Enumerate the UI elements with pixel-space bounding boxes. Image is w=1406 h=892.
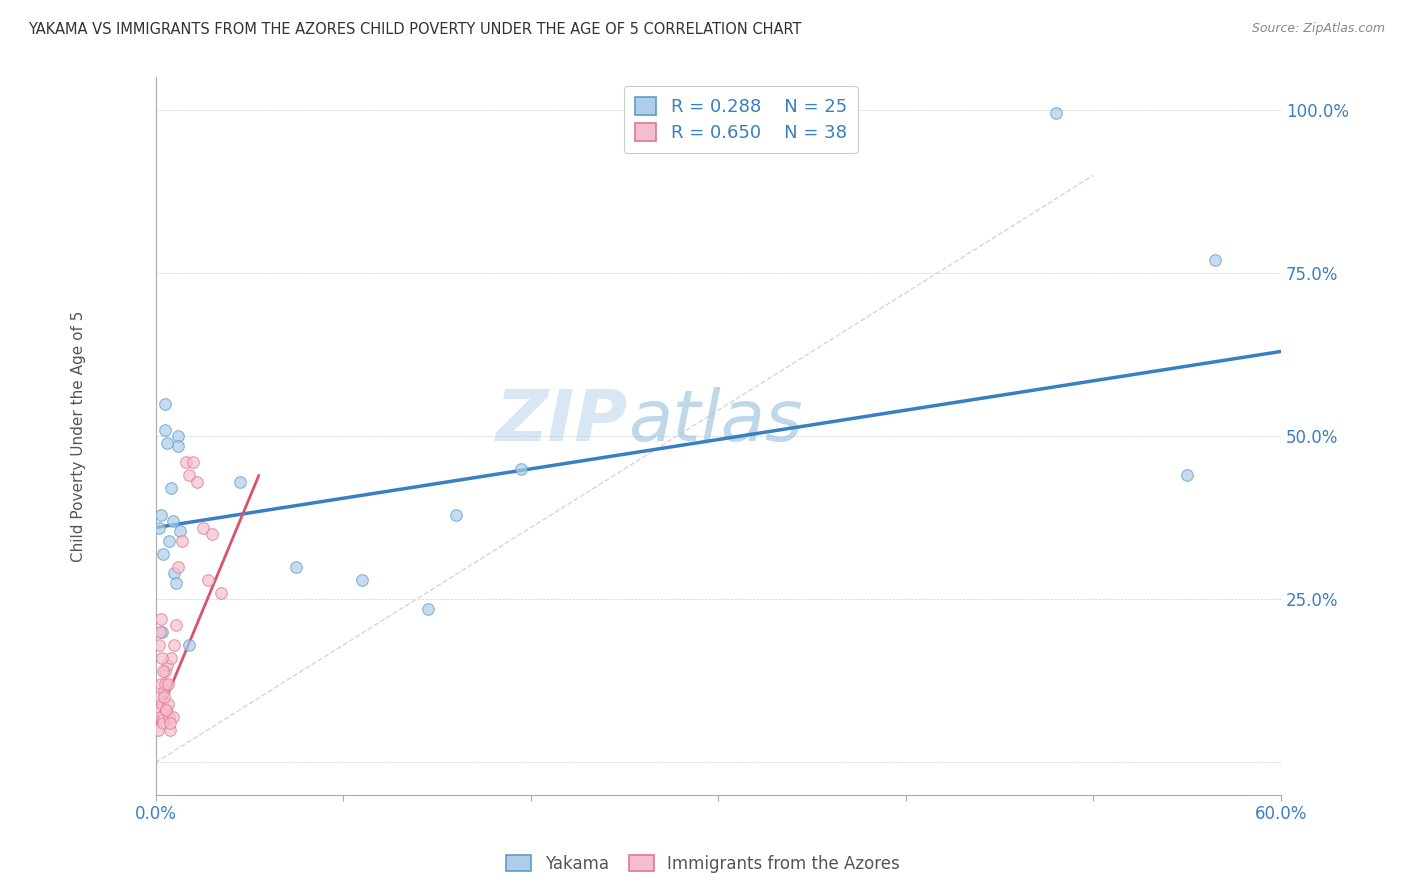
Point	[157, 533, 180, 548]
Point	[148, 520, 170, 534]
Legend: R = 0.288    N = 25, R = 0.650    N = 38: R = 0.288 N = 25, R = 0.650 N = 38	[624, 87, 858, 153]
Point	[1204, 253, 1226, 268]
Point	[167, 559, 190, 574]
Point	[148, 638, 170, 652]
Point	[156, 435, 179, 450]
Point	[169, 524, 191, 538]
Point	[152, 716, 174, 731]
Point	[167, 429, 190, 443]
Point	[162, 710, 184, 724]
Point	[150, 624, 173, 639]
Text: atlas: atlas	[628, 387, 803, 457]
Point	[186, 475, 208, 489]
Text: ZIP: ZIP	[496, 387, 628, 457]
Point	[153, 690, 176, 705]
Point	[179, 468, 201, 483]
Point	[197, 573, 219, 587]
Point	[350, 573, 373, 587]
Point	[1175, 468, 1198, 483]
Point	[157, 710, 180, 724]
Point	[416, 602, 439, 616]
Point	[153, 664, 176, 678]
Point	[163, 638, 186, 652]
Point	[156, 677, 179, 691]
Point	[152, 547, 174, 561]
Point	[181, 455, 204, 469]
Point	[191, 520, 214, 534]
Point	[150, 677, 173, 691]
Point	[165, 576, 187, 591]
Point	[510, 462, 533, 476]
Point	[150, 651, 173, 665]
Point	[165, 618, 187, 632]
Point	[152, 664, 174, 678]
Point	[153, 397, 176, 411]
Point	[149, 710, 172, 724]
Point	[174, 455, 197, 469]
Y-axis label: Child Poverty Under the Age of 5: Child Poverty Under the Age of 5	[72, 310, 86, 562]
Point	[153, 677, 176, 691]
Text: YAKAMA VS IMMIGRANTS FROM THE AZORES CHILD POVERTY UNDER THE AGE OF 5 CORRELATIO: YAKAMA VS IMMIGRANTS FROM THE AZORES CHI…	[28, 22, 801, 37]
Point	[150, 697, 173, 711]
Text: Source: ZipAtlas.com: Source: ZipAtlas.com	[1251, 22, 1385, 36]
Point	[159, 651, 181, 665]
Point	[156, 657, 179, 672]
Point	[163, 566, 186, 581]
Point	[162, 514, 184, 528]
Point	[159, 716, 181, 731]
Point	[159, 482, 181, 496]
Point	[285, 559, 308, 574]
Point	[179, 638, 201, 652]
Point	[148, 723, 170, 737]
Point	[201, 527, 224, 541]
Point	[153, 423, 176, 437]
Legend: Yakama, Immigrants from the Azores: Yakama, Immigrants from the Azores	[499, 848, 907, 880]
Point	[148, 690, 170, 705]
Point	[155, 703, 177, 717]
Point	[444, 508, 467, 522]
Point	[156, 697, 179, 711]
Point	[1045, 106, 1067, 120]
Point	[229, 475, 252, 489]
Point	[159, 723, 181, 737]
Point	[149, 624, 172, 639]
Point	[167, 439, 190, 453]
Point	[150, 508, 173, 522]
Point	[153, 683, 176, 698]
Point	[170, 533, 193, 548]
Point	[155, 703, 177, 717]
Point	[209, 586, 232, 600]
Point	[150, 612, 173, 626]
Point	[146, 703, 169, 717]
